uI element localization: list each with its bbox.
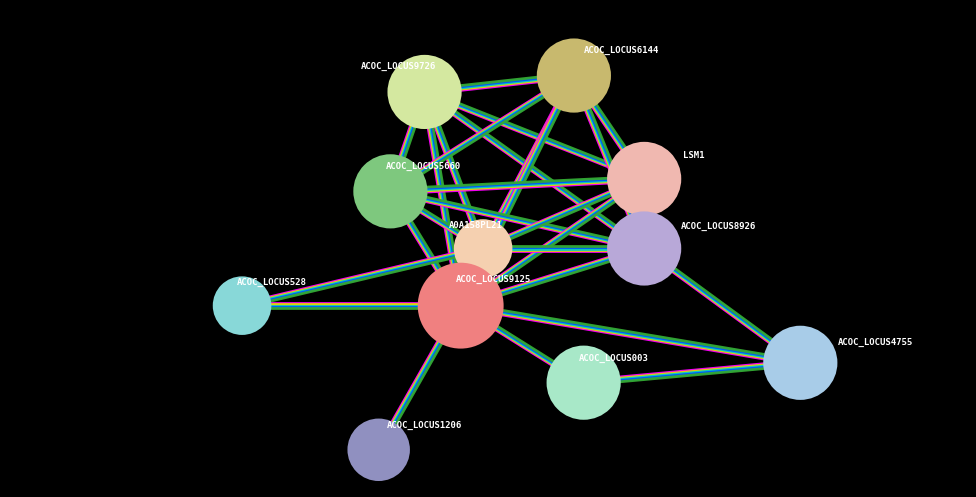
Text: ACOC_LOCUS4755: ACOC_LOCUS4755	[837, 338, 913, 347]
Ellipse shape	[607, 142, 681, 216]
Ellipse shape	[537, 38, 611, 113]
Text: ACOC_LOCUS528: ACOC_LOCUS528	[237, 278, 307, 287]
Ellipse shape	[387, 55, 462, 129]
Text: ACOC_LOCUS003: ACOC_LOCUS003	[579, 354, 649, 363]
Text: ACOC_LOCUS9726: ACOC_LOCUS9726	[361, 62, 436, 71]
Ellipse shape	[213, 276, 271, 335]
Ellipse shape	[763, 326, 837, 400]
Ellipse shape	[347, 418, 410, 481]
Text: ACOC_LOCUS8926: ACOC_LOCUS8926	[681, 222, 756, 231]
Text: ACOC_LOCUS1206: ACOC_LOCUS1206	[386, 421, 462, 430]
Text: ACOC_LOCUS5660: ACOC_LOCUS5660	[386, 163, 461, 171]
Ellipse shape	[418, 263, 504, 348]
Text: LSM1: LSM1	[683, 151, 705, 160]
Ellipse shape	[353, 154, 427, 229]
Text: ACOC_LOCUS9125: ACOC_LOCUS9125	[456, 275, 531, 284]
Ellipse shape	[454, 219, 512, 278]
Ellipse shape	[547, 345, 621, 420]
Text: ACOC_LOCUS6144: ACOC_LOCUS6144	[584, 46, 659, 55]
Text: A0A158PL21: A0A158PL21	[449, 221, 503, 230]
Ellipse shape	[607, 211, 681, 286]
